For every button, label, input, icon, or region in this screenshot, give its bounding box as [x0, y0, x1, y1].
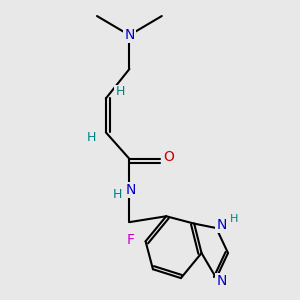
Text: N: N	[216, 218, 227, 232]
Text: O: O	[163, 150, 174, 164]
Text: H: H	[230, 214, 238, 224]
Text: H: H	[112, 188, 122, 201]
Text: N: N	[126, 183, 136, 197]
Text: F: F	[127, 233, 135, 247]
Text: H: H	[115, 85, 125, 98]
Text: H: H	[87, 131, 96, 144]
Text: N: N	[124, 28, 135, 42]
Text: N: N	[216, 274, 227, 288]
